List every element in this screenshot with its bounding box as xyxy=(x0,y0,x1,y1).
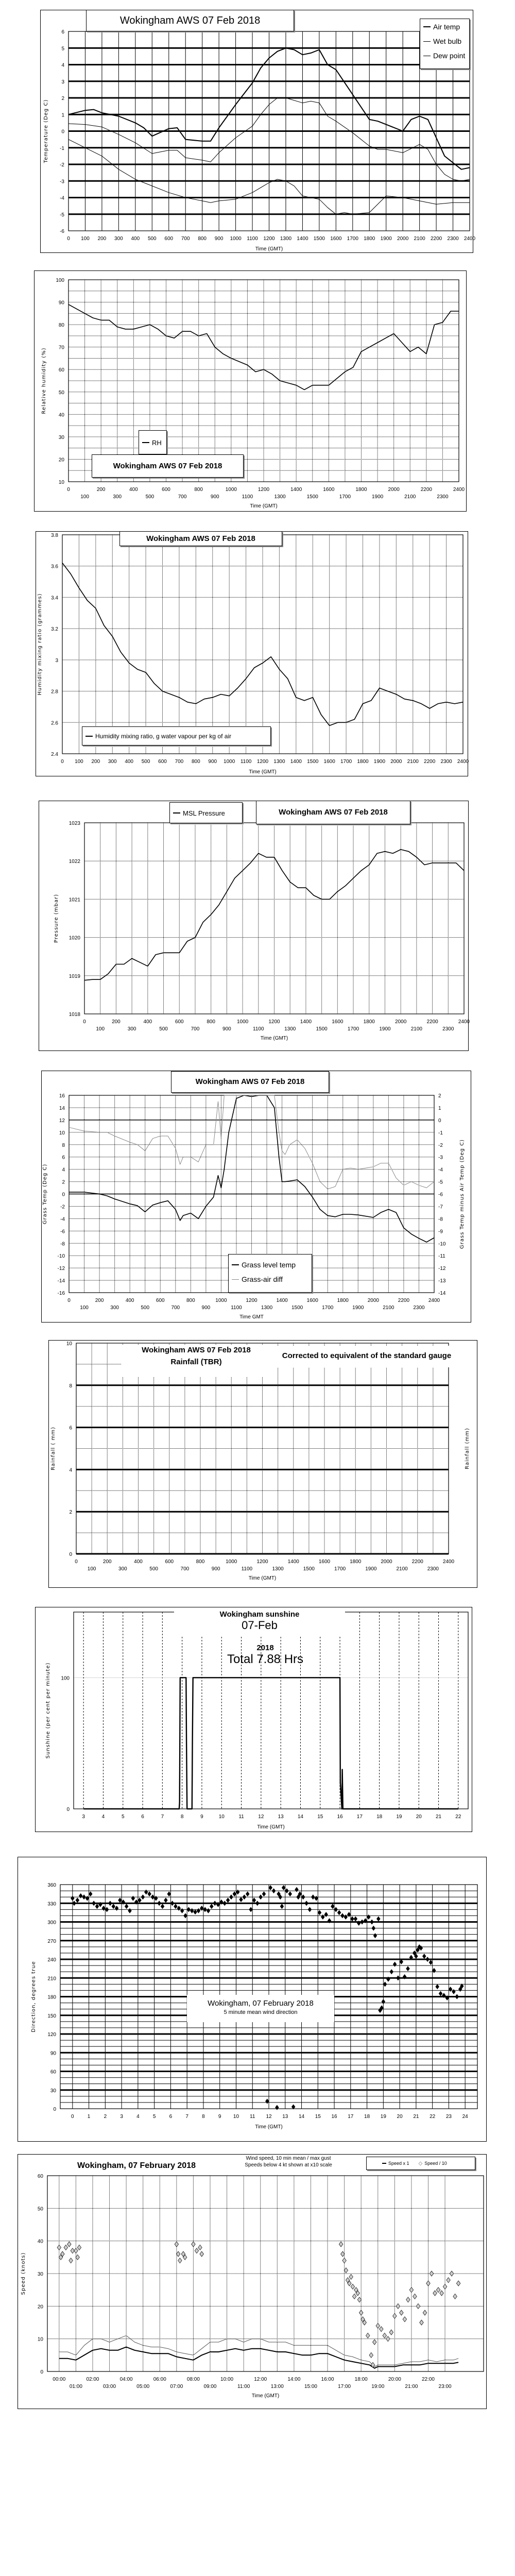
grass-level-temp-swatch xyxy=(232,1264,239,1265)
humidity-chart-title: Wokingham AWS 07 Feb 2018 xyxy=(92,454,244,478)
wind-speed-annotation-line2: Speeds below 4 kt shown at x10 scale xyxy=(245,2162,332,2168)
wind-speed-title: Wokingham, 07 February 2018 xyxy=(77,2161,196,2170)
legend-msl-pressure: MSL Pressure xyxy=(183,809,225,817)
wind-direction-title: Wokingham, 07 February 2018 xyxy=(208,1999,314,2008)
legend-speed-x1: Speed x 1 xyxy=(388,2161,409,2166)
sunshine-total: Total 7.88 Hrs xyxy=(227,1652,304,1666)
sunshine-date: 07-Feb xyxy=(242,1619,278,1632)
legend-air-temp: Air temp xyxy=(433,23,460,31)
msl-pressure-swatch xyxy=(173,812,180,814)
pressure-chart-title: Wokingham AWS 07 Feb 2018 xyxy=(256,801,410,824)
sunshine-title: Wokingham sunshine xyxy=(219,1610,300,1619)
temperature-chart-frame xyxy=(40,10,473,253)
pressure-chart-frame xyxy=(39,801,469,1051)
mixing-ratio-legend: Humidity mixing ratio, g water vapour pe… xyxy=(82,726,271,745)
air-temp-swatch xyxy=(423,26,431,27)
rh-legend: RH xyxy=(139,430,167,454)
rainfall-subtitle: Rainfall (TBR) xyxy=(170,1358,222,1366)
wind-direction-title-block: Wokingham, 07 February 2018 5 minute mea… xyxy=(187,1995,334,2022)
rainfall-annotation: Corrected to equivalent of the standard … xyxy=(269,1346,465,1367)
speed-x1-swatch xyxy=(382,2163,386,2164)
wind-speed-annotation-line1: Wind speed, 10 min mean / max gust xyxy=(246,2156,331,2161)
diamond-icon: ◇ xyxy=(418,2160,423,2166)
pressure-legend: MSL Pressure xyxy=(169,802,243,823)
legend-rh: RH xyxy=(152,438,162,447)
grass-temp-legend: Grass level temp Grass-air diff xyxy=(228,1254,312,1293)
sunshine-year: 2018 xyxy=(256,1643,274,1652)
sunshine-total-block: 2018 Total 7.88 Hrs xyxy=(201,1643,330,1670)
legend-grass-air-diff: Grass-air diff xyxy=(242,1275,283,1283)
legend-speed-div10: Speed / 10 xyxy=(424,2161,447,2166)
grass-temp-chart-title: Wokingham AWS 07 Feb 2018 xyxy=(171,1071,329,1093)
wet-bulb-swatch xyxy=(423,41,431,42)
mixing-ratio-swatch xyxy=(85,736,93,737)
rainfall-title: Wokingham AWS 07 Feb 2018 xyxy=(142,1346,251,1354)
wind-speed-legend: Speed x 1 ◇ Speed / 10 xyxy=(366,2157,475,2170)
legend-grass-level-temp: Grass level temp xyxy=(242,1261,296,1269)
legend-mixing-ratio: Humidity mixing ratio, g water vapour pe… xyxy=(95,733,232,740)
sunshine-title-block: Wokingham sunshine 07-Feb xyxy=(174,1610,345,1636)
mixing-ratio-chart-title: Wokingham AWS 07 Feb 2018 xyxy=(119,531,282,546)
rh-swatch xyxy=(142,442,149,443)
temperature-legend: Air temp Wet bulb Dew point xyxy=(420,19,470,69)
legend-dew-point: Dew point xyxy=(433,52,466,60)
wind-speed-chart-frame xyxy=(18,2154,487,2409)
legend-wet-bulb: Wet bulb xyxy=(433,37,461,45)
rainfall-chart-frame xyxy=(48,1340,477,1588)
grass-air-diff-swatch xyxy=(232,1279,239,1280)
wind-direction-subtitle: 5 minute mean wind direction xyxy=(224,2009,298,2015)
wind-speed-annotation: Wind speed, 10 min mean / max gust Speed… xyxy=(221,2156,355,2173)
sunshine-chart-frame xyxy=(35,1607,472,1832)
rainfall-title-block: Wokingham AWS 07 Feb 2018 Rainfall (TBR) xyxy=(122,1345,271,1377)
temperature-chart-title: Wokingham AWS 07 Feb 2018 xyxy=(86,10,294,31)
